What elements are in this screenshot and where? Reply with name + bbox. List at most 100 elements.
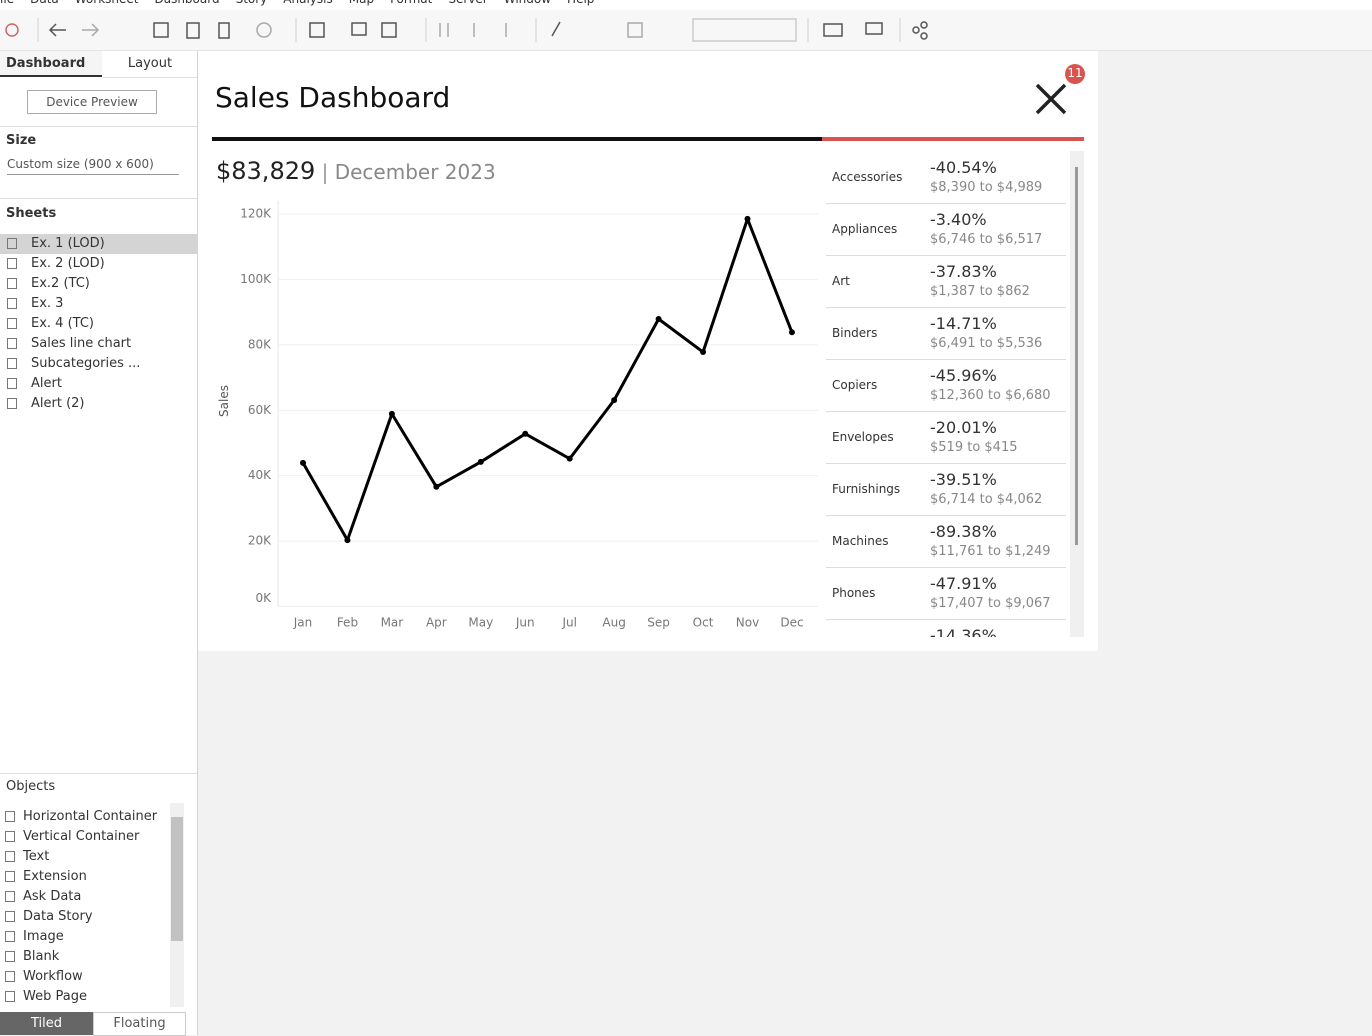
menu-item[interactable]: Dashboard [154, 0, 219, 6]
tiled-button[interactable]: Tiled [0, 1012, 93, 1035]
menu-item[interactable]: Server [448, 0, 487, 6]
menu-item[interactable]: Map [349, 0, 374, 6]
percent-change: -14.71% [930, 314, 997, 333]
scrollbar[interactable] [1070, 151, 1084, 637]
section-heading: Size [6, 133, 37, 148]
y-tick-label: 100K [240, 272, 272, 286]
menu-item[interactable]: Story [236, 0, 268, 6]
object-item[interactable]: Extension [0, 867, 197, 887]
data-point [655, 315, 662, 322]
x-tick-label: Dec [780, 616, 803, 630]
object-icon [5, 911, 15, 922]
object-item[interactable]: Ask Data [0, 887, 197, 907]
object-item[interactable]: Workflow [0, 967, 197, 987]
tab[interactable]: Layout [103, 51, 197, 78]
notification-badge: 11 [1067, 66, 1083, 80]
sheet-name: Ex. 4 (TC) [31, 316, 94, 331]
object-icon [5, 971, 15, 982]
value-range: $11,761 to $1,249 [930, 544, 1051, 559]
rule [212, 137, 822, 141]
close-icon[interactable] [1028, 63, 1088, 123]
menu-item[interactable]: Help [567, 0, 594, 6]
object-icon [5, 951, 15, 962]
sheet-name: Ex. 1 (LOD) [31, 236, 105, 251]
subcategory-name: Copiers [832, 378, 878, 392]
sheet-item[interactable]: Alert [0, 374, 197, 394]
subcategory-name: Phones [832, 586, 876, 600]
floating-button[interactable]: Floating [93, 1012, 186, 1036]
object-icon [5, 931, 15, 942]
scrollbar[interactable] [170, 803, 184, 1007]
line-series [301, 217, 794, 542]
object-item[interactable]: Text [0, 847, 197, 867]
x-tick-label: Feb [337, 616, 358, 630]
menu-item[interactable]: Worksheet [75, 0, 139, 6]
object-item[interactable]: Vertical Container [0, 827, 197, 847]
toolbar [0, 10, 1372, 51]
subcategory-name: Envelopes [832, 430, 894, 444]
size-dropdown[interactable]: Custom size (900 x 600) [7, 157, 179, 175]
object-icon [5, 831, 15, 842]
percent-change: -89.38% [930, 522, 997, 541]
menu-item[interactable]: File [0, 0, 14, 6]
menu-item[interactable]: Data [30, 0, 59, 6]
percent-change: -14.36% [930, 626, 997, 637]
tab[interactable]: Dashboard [0, 51, 102, 77]
value-range: $8,390 to $4,989 [930, 180, 1043, 195]
y-tick-label: 60K [248, 403, 272, 417]
menu-item[interactable]: Format [390, 0, 432, 6]
sheet-item[interactable]: Ex. 2 (LOD) [0, 254, 197, 274]
sheet-item[interactable]: Ex. 3 [0, 294, 197, 314]
subcategory-name: Appliances [832, 222, 898, 236]
y-tick-label: 40K [248, 468, 272, 482]
data-point [433, 483, 440, 490]
dashboard: Sales Dashboard 11 $83,829 | December 20… [198, 51, 1098, 651]
x-tick-label: Nov [736, 616, 759, 630]
sheet-name: Ex. 3 [31, 296, 64, 311]
y-tick-label: 120K [240, 207, 272, 221]
object-name: Horizontal Container [23, 809, 158, 824]
sheet-name: Sales line chart [31, 336, 132, 351]
x-tick-label: Aug [602, 616, 625, 630]
menu-item[interactable]: Window [504, 0, 551, 6]
data-point [300, 459, 306, 466]
object-icon [5, 871, 15, 882]
object-item[interactable]: Blank [0, 947, 197, 967]
sheet-icon [7, 298, 17, 309]
menu-bar: File Data Worksheet Dashboard Story Analysis M… [0, 0, 1372, 10]
sheet-icon [7, 398, 17, 409]
device-preview-button[interactable]: Device Preview [27, 90, 157, 114]
object-name: Data Story [23, 909, 93, 924]
sheet-icon [7, 378, 17, 389]
sheet-item[interactable]: Ex. 1 (LOD) [0, 234, 197, 254]
value-range: $17,407 to $9,067 [930, 596, 1051, 611]
period: December 2023 [334, 160, 496, 184]
sheet-item[interactable]: Sales line chart [0, 334, 197, 354]
object-icon [5, 891, 15, 902]
object-item[interactable]: Image [0, 927, 197, 947]
object-name: Vertical Container [23, 829, 140, 844]
subcategory-name: Machines [832, 534, 889, 548]
sheet-icon [7, 278, 17, 289]
y-axis-title: Sales [217, 385, 231, 417]
object-item[interactable]: Data Story [0, 907, 197, 927]
data-point [477, 458, 484, 465]
sheet-icon [7, 238, 17, 249]
object-name: Extension [23, 869, 87, 884]
sheet-item[interactable]: Ex. 4 (TC) [0, 314, 197, 334]
object-item[interactable]: Horizontal Container [0, 807, 197, 827]
dashboard-title: Sales Dashboard [215, 81, 451, 114]
total-sales: $83,829 [216, 157, 316, 185]
sheet-icon [7, 318, 17, 329]
object-item[interactable]: Web Page [0, 987, 197, 1007]
sheet-item[interactable]: Ex.2 (TC) [0, 274, 197, 294]
menu-item[interactable]: Analysis [283, 0, 332, 6]
x-tick-label: Jan [293, 616, 313, 630]
sheet-item[interactable]: Alert (2) [0, 394, 197, 414]
subcategory-row: Furnishings -39.51% $6,714 to $4,062 [826, 463, 1066, 516]
divider [0, 126, 197, 127]
sheet-name: Alert [31, 376, 62, 391]
sheet-icon [7, 258, 17, 269]
sheet-item[interactable]: Subcategories ... [0, 354, 197, 374]
